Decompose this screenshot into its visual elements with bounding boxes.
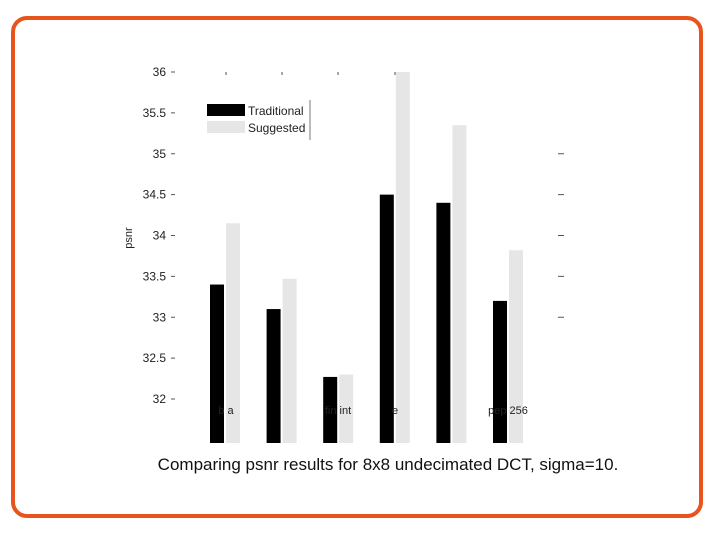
x-axis-labels: b a fin int e pep 256 xyxy=(218,405,528,417)
bar-suggested xyxy=(395,72,410,443)
y-tick-label: 35.5 xyxy=(143,106,167,120)
bar-suggested xyxy=(452,125,467,443)
y-axis-label: psnr xyxy=(123,227,135,249)
legend-label: Traditional xyxy=(248,104,304,118)
legend: Traditional Suggested xyxy=(205,100,311,140)
bar-suggested xyxy=(226,223,240,443)
x-tick-label: pep 256 xyxy=(488,405,528,417)
y-tick-label: 36 xyxy=(153,65,167,79)
bar-suggested xyxy=(339,374,354,443)
legend-label: Suggested xyxy=(248,121,305,135)
bars xyxy=(210,72,523,443)
y-tick-label: 34.5 xyxy=(143,188,167,202)
y-tick-label: 32 xyxy=(153,392,167,406)
y-tick-label: 34 xyxy=(153,229,167,243)
bar-traditional xyxy=(210,284,224,443)
bar-traditional xyxy=(323,376,338,443)
bar-traditional xyxy=(266,309,281,443)
legend-swatch xyxy=(207,104,245,116)
legend-swatch xyxy=(207,121,245,133)
bar-traditional xyxy=(493,300,507,443)
y-tick-label: 32.5 xyxy=(143,351,167,365)
bar-suggested xyxy=(282,278,297,443)
x-tick-label: fin int xyxy=(325,405,351,417)
bar-traditional xyxy=(379,194,394,443)
x-tick-label: b a xyxy=(218,405,234,417)
chart-caption: Comparing psnr results for 8x8 undecimat… xyxy=(157,455,619,474)
y-tick-label: 33 xyxy=(153,310,167,324)
bar-traditional xyxy=(436,202,451,443)
bar-suggested xyxy=(509,250,523,443)
y-tick-label: 33.5 xyxy=(143,269,167,283)
slide-frame xyxy=(11,16,703,518)
y-tick-label: 35 xyxy=(153,147,167,161)
x-tick-label: e xyxy=(392,405,398,417)
y-axis: 32 32.5 33 33.5 34 34.5 35 35.5 36 xyxy=(143,65,564,406)
